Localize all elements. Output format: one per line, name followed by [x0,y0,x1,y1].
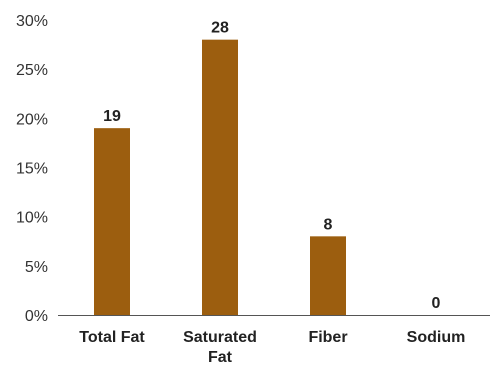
bar-value-label: 0 [432,295,441,312]
bar-value-label: 19 [103,108,121,125]
bar [202,39,238,316]
x-category-label: Fiber [308,329,347,346]
y-tick-label: 0% [25,308,48,325]
bar [94,128,130,315]
y-tick-label: 10% [16,210,48,227]
bars [94,39,346,316]
y-tick-label: 5% [25,259,48,276]
bar-value-label: 28 [211,20,229,37]
x-category-label: Saturated [183,329,257,346]
y-tick-label: 30% [16,13,48,30]
category-labels: Total Fat Saturated Fat Fiber Sodium [79,329,465,366]
x-category-label: Sodium [407,329,466,346]
y-tick-label: 25% [16,62,48,79]
value-labels: 19 28 8 0 [103,20,440,312]
y-tick-label: 15% [16,161,48,178]
x-category-label: Fat [208,349,233,366]
x-category-label: Total Fat [79,329,145,346]
y-axis-ticks: 0% 5% 10% 15% 20% 25% 30% [16,13,48,325]
bar-value-label: 8 [324,216,333,233]
y-tick-label: 20% [16,111,48,128]
bar [310,236,346,315]
